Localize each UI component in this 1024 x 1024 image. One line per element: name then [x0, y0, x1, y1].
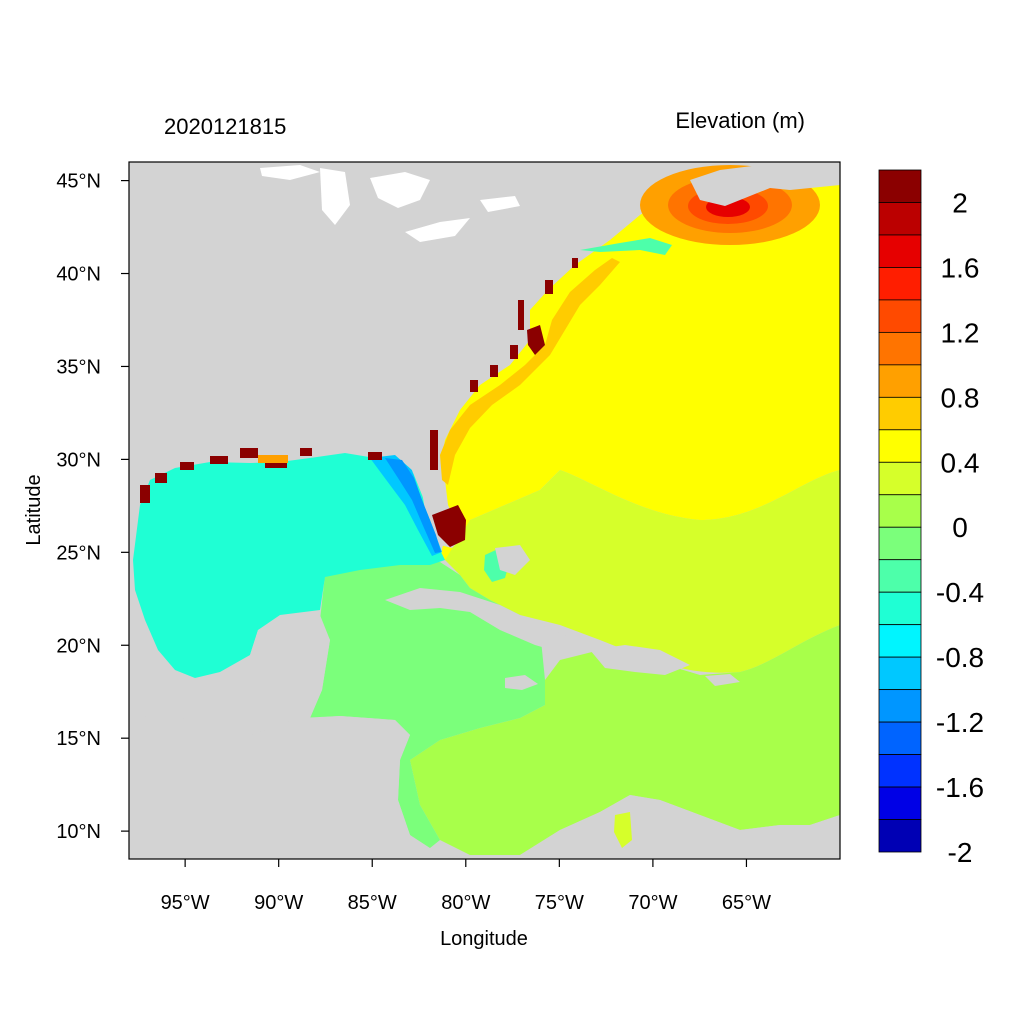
map-panel	[129, 162, 840, 859]
colorbar-swatch	[878, 819, 922, 853]
colorbar-swatch	[878, 299, 922, 333]
x-tick-label: 80°W	[441, 892, 490, 914]
colorbar-swatch	[878, 624, 922, 658]
colorbar-label: 0	[952, 512, 968, 543]
colorbar-swatch	[878, 689, 922, 723]
colorbar-swatch	[878, 429, 922, 463]
chesapeake-surge	[527, 325, 545, 355]
y-axis-title: Latitude	[23, 474, 45, 545]
great-lakes	[260, 165, 520, 242]
y-tick-label: 35°N	[56, 356, 101, 378]
jamaica	[505, 675, 538, 690]
colorbar-swatch	[878, 169, 922, 203]
y-tick-label: 15°N	[56, 728, 101, 750]
colorbar-swatch	[878, 234, 922, 268]
map-frame	[128, 161, 841, 860]
long-island-sound-surge	[580, 238, 672, 255]
colorbar-label: -0.4	[936, 577, 984, 608]
colorbar-label: 0.4	[941, 447, 980, 478]
colorbar-label: -1.6	[936, 772, 984, 803]
x-axis: 95°W 90°W 85°W 80°W 75°W 70°W 65°W	[161, 859, 771, 914]
caribbean-west-region	[310, 560, 545, 848]
colorbar-swatch	[878, 267, 922, 301]
hispaniola	[590, 645, 690, 675]
date-label: 2020121815	[164, 114, 286, 139]
colorbar-swatch	[878, 591, 922, 626]
y-tick-label: 45°N	[56, 171, 101, 193]
northern-gulf-coast-orange	[258, 455, 288, 463]
colorbar-label: 1.2	[941, 317, 980, 348]
colorbar-swatch	[878, 526, 922, 561]
atlantic-ocean	[432, 162, 840, 560]
southeast-coast-surge	[440, 258, 620, 485]
x-tick-label: 95°W	[161, 892, 210, 914]
colorbar-label: -1.2	[936, 707, 984, 738]
florida-west-negative-surge	[370, 455, 442, 556]
lake-maracaibo	[614, 812, 632, 848]
x-tick-label: 65°W	[722, 892, 771, 914]
y-tick-label: 25°N	[56, 542, 101, 564]
x-tick-label: 90°W	[254, 892, 303, 914]
colorbar-label: 2	[952, 187, 968, 218]
bahamas-islands	[495, 545, 530, 575]
south-america	[440, 795, 840, 859]
colorbar-swatch	[878, 202, 922, 236]
colorbar-label: 1.6	[941, 252, 980, 283]
colorbar-swatch	[878, 331, 922, 366]
colorbar-swatch	[878, 396, 922, 431]
colorbar-swatch	[878, 559, 922, 593]
puerto-rico	[705, 674, 740, 686]
x-tick-label: 85°W	[348, 892, 397, 914]
gulf-of-mexico	[133, 453, 445, 678]
colorbar-swatch	[878, 461, 922, 496]
y-axis: 45°N 40°N 35°N 30°N 25°N 20°N 15°N 10°N	[56, 171, 129, 843]
florida-west-deep-negative	[385, 458, 441, 553]
variable-label: Elevation (m)	[675, 108, 805, 133]
x-tick-label: 70°W	[628, 892, 677, 914]
colorbar-swatch	[878, 656, 922, 691]
x-tick-label: 75°W	[535, 892, 584, 914]
y-tick-label: 30°N	[56, 449, 101, 471]
colorbar-label: -2	[948, 837, 973, 868]
yucatan-peninsula	[240, 615, 330, 718]
colorbar-swatch	[878, 786, 922, 820]
nova-scotia	[690, 162, 840, 206]
colorbar-swatch	[878, 754, 922, 788]
y-tick-label: 20°N	[56, 635, 101, 657]
y-tick-label: 10°N	[56, 821, 101, 843]
x-axis-title: Longitude	[440, 928, 528, 950]
colorbar-label: 0.8	[941, 382, 980, 413]
colorbar-labels: 2 1.6 1.2 0.8 0.4 0 -0.4 -0.8 -1.2 -1.6 -2	[936, 187, 984, 868]
colorbar-swatch	[878, 721, 922, 755]
cuba	[385, 588, 590, 655]
central-america	[129, 715, 430, 859]
mid-atlantic-coast-surge	[470, 258, 578, 392]
y-tick-label: 40°N	[56, 264, 101, 286]
colorbar-swatch	[878, 494, 922, 528]
south-florida-high-surge	[432, 505, 466, 547]
atlantic-south-region	[445, 470, 840, 673]
colorbar	[878, 169, 922, 853]
colorbar-label: -0.8	[936, 642, 984, 673]
colorbar-swatch	[878, 364, 922, 398]
